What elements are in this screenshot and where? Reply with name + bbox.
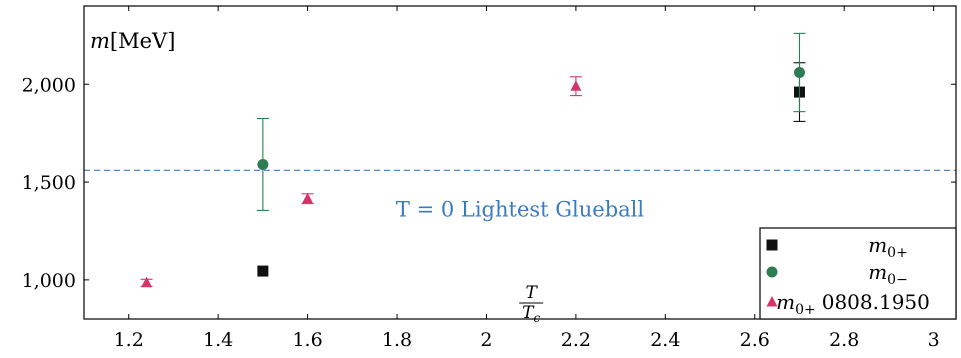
legend-label-series-2: m0+ 0808.1950 [776,290,930,318]
data-marks [140,32,806,288]
y-axis-label-unit: [MeV] [110,29,175,53]
data-point-series-1 [257,158,269,170]
legend-label-sub: 0+ [887,245,908,261]
legend-label-sub: 0− [887,272,908,288]
axis-ticks: 1.2 1.4 1.6 1.8 2 2.2 2.4 2.6 2.8 3 1,000 1,500 2,00… [22,6,956,351]
legend-marker-series-1 [766,266,778,278]
x-tick-label: 1.4 [203,329,233,351]
legend-label-var: m [868,260,887,284]
x-tick-label: 1.2 [114,329,144,351]
x-tick-label: 2.4 [650,329,680,351]
plot-frame [83,5,957,320]
data-point-series-1 [793,67,805,79]
data-point-series-0 [257,265,269,277]
legend-label-suffix: 0808.1950 [822,290,930,314]
y-axis-label: m[MeV] [90,29,175,53]
x-axis-label-den-sub: c [533,311,540,325]
y-tick-label: 2,000 [22,74,76,96]
legend-marker-series-0 [766,239,778,251]
data-point-series-2 [141,276,153,288]
y-axis-label-var: m [90,29,110,53]
x-tick-label: 1.6 [292,329,322,351]
legend-marker-series-2 [766,296,778,307]
x-axis-label: T Tc [519,283,544,325]
x-tick-label: 2.8 [829,329,859,351]
y-tick-label: 1,500 [22,172,76,194]
x-axis-label-den-var: T [522,303,535,323]
legend: m0+m0−m0+ 0808.1950 [759,227,957,320]
x-tick-label: 2.6 [740,329,770,351]
x-tick-label: 1.8 [382,329,412,351]
x-tick-label: 2.2 [561,329,591,351]
reference-line-label: T = 0 Lightest Glueball [396,197,645,221]
legend-label-series-1: m0− [868,260,908,288]
data-point-series-2 [570,80,582,91]
legend-label-var: m [776,290,795,314]
data-point-series-2 [302,192,314,204]
legend-label-var: m [868,233,887,257]
x-axis-label-numerator: T [526,283,539,303]
legend-label-series-0: m0+ [868,233,908,261]
legend-box [759,227,957,320]
x-tick-label: 2 [480,329,492,351]
x-axis-label-denominator: Tc [522,303,540,325]
y-tick-label: 1,000 [22,270,76,292]
legend-label-sub: 0+ [795,302,816,318]
x-tick-label: 3 [928,329,940,351]
